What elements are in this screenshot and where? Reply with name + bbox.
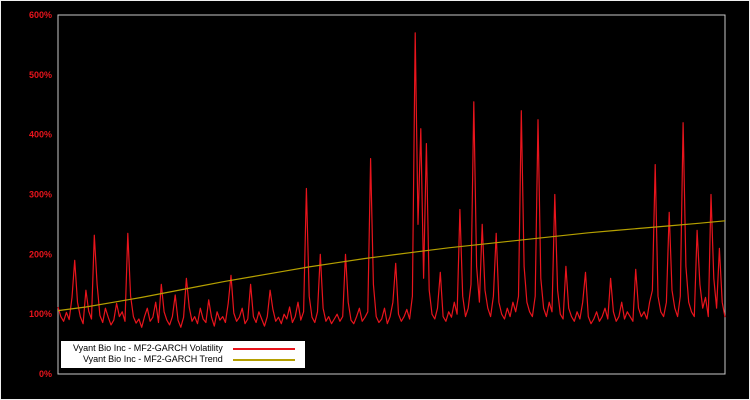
y-tick-label: 0%: [39, 369, 52, 379]
legend-item-trend: Vyant Bio Inc - MF2-GARCH Trend: [73, 354, 295, 365]
trend-line: [57, 220, 726, 312]
legend-line-trend-icon: [232, 358, 295, 361]
legend-label-volatility: Vyant Bio Inc - MF2-GARCH Volatility: [73, 343, 223, 353]
legend-line-volatility-icon: [232, 347, 295, 350]
plot-area-border: [57, 14, 726, 375]
y-tick-label: 400%: [29, 130, 52, 140]
legend-item-volatility: Vyant Bio Inc - MF2-GARCH Volatility: [73, 343, 295, 354]
volatility-line: [57, 32, 726, 328]
y-tick-label: 500%: [29, 70, 52, 80]
legend-label-trend: Vyant Bio Inc - MF2-GARCH Trend: [83, 354, 223, 364]
legend: Vyant Bio Inc - MF2-GARCH Volatility Vya…: [61, 341, 305, 368]
y-tick-label: 100%: [29, 309, 52, 319]
y-tick-label: 200%: [29, 249, 52, 259]
y-tick-label: 300%: [29, 190, 52, 200]
y-tick-label: 600%: [29, 10, 52, 20]
